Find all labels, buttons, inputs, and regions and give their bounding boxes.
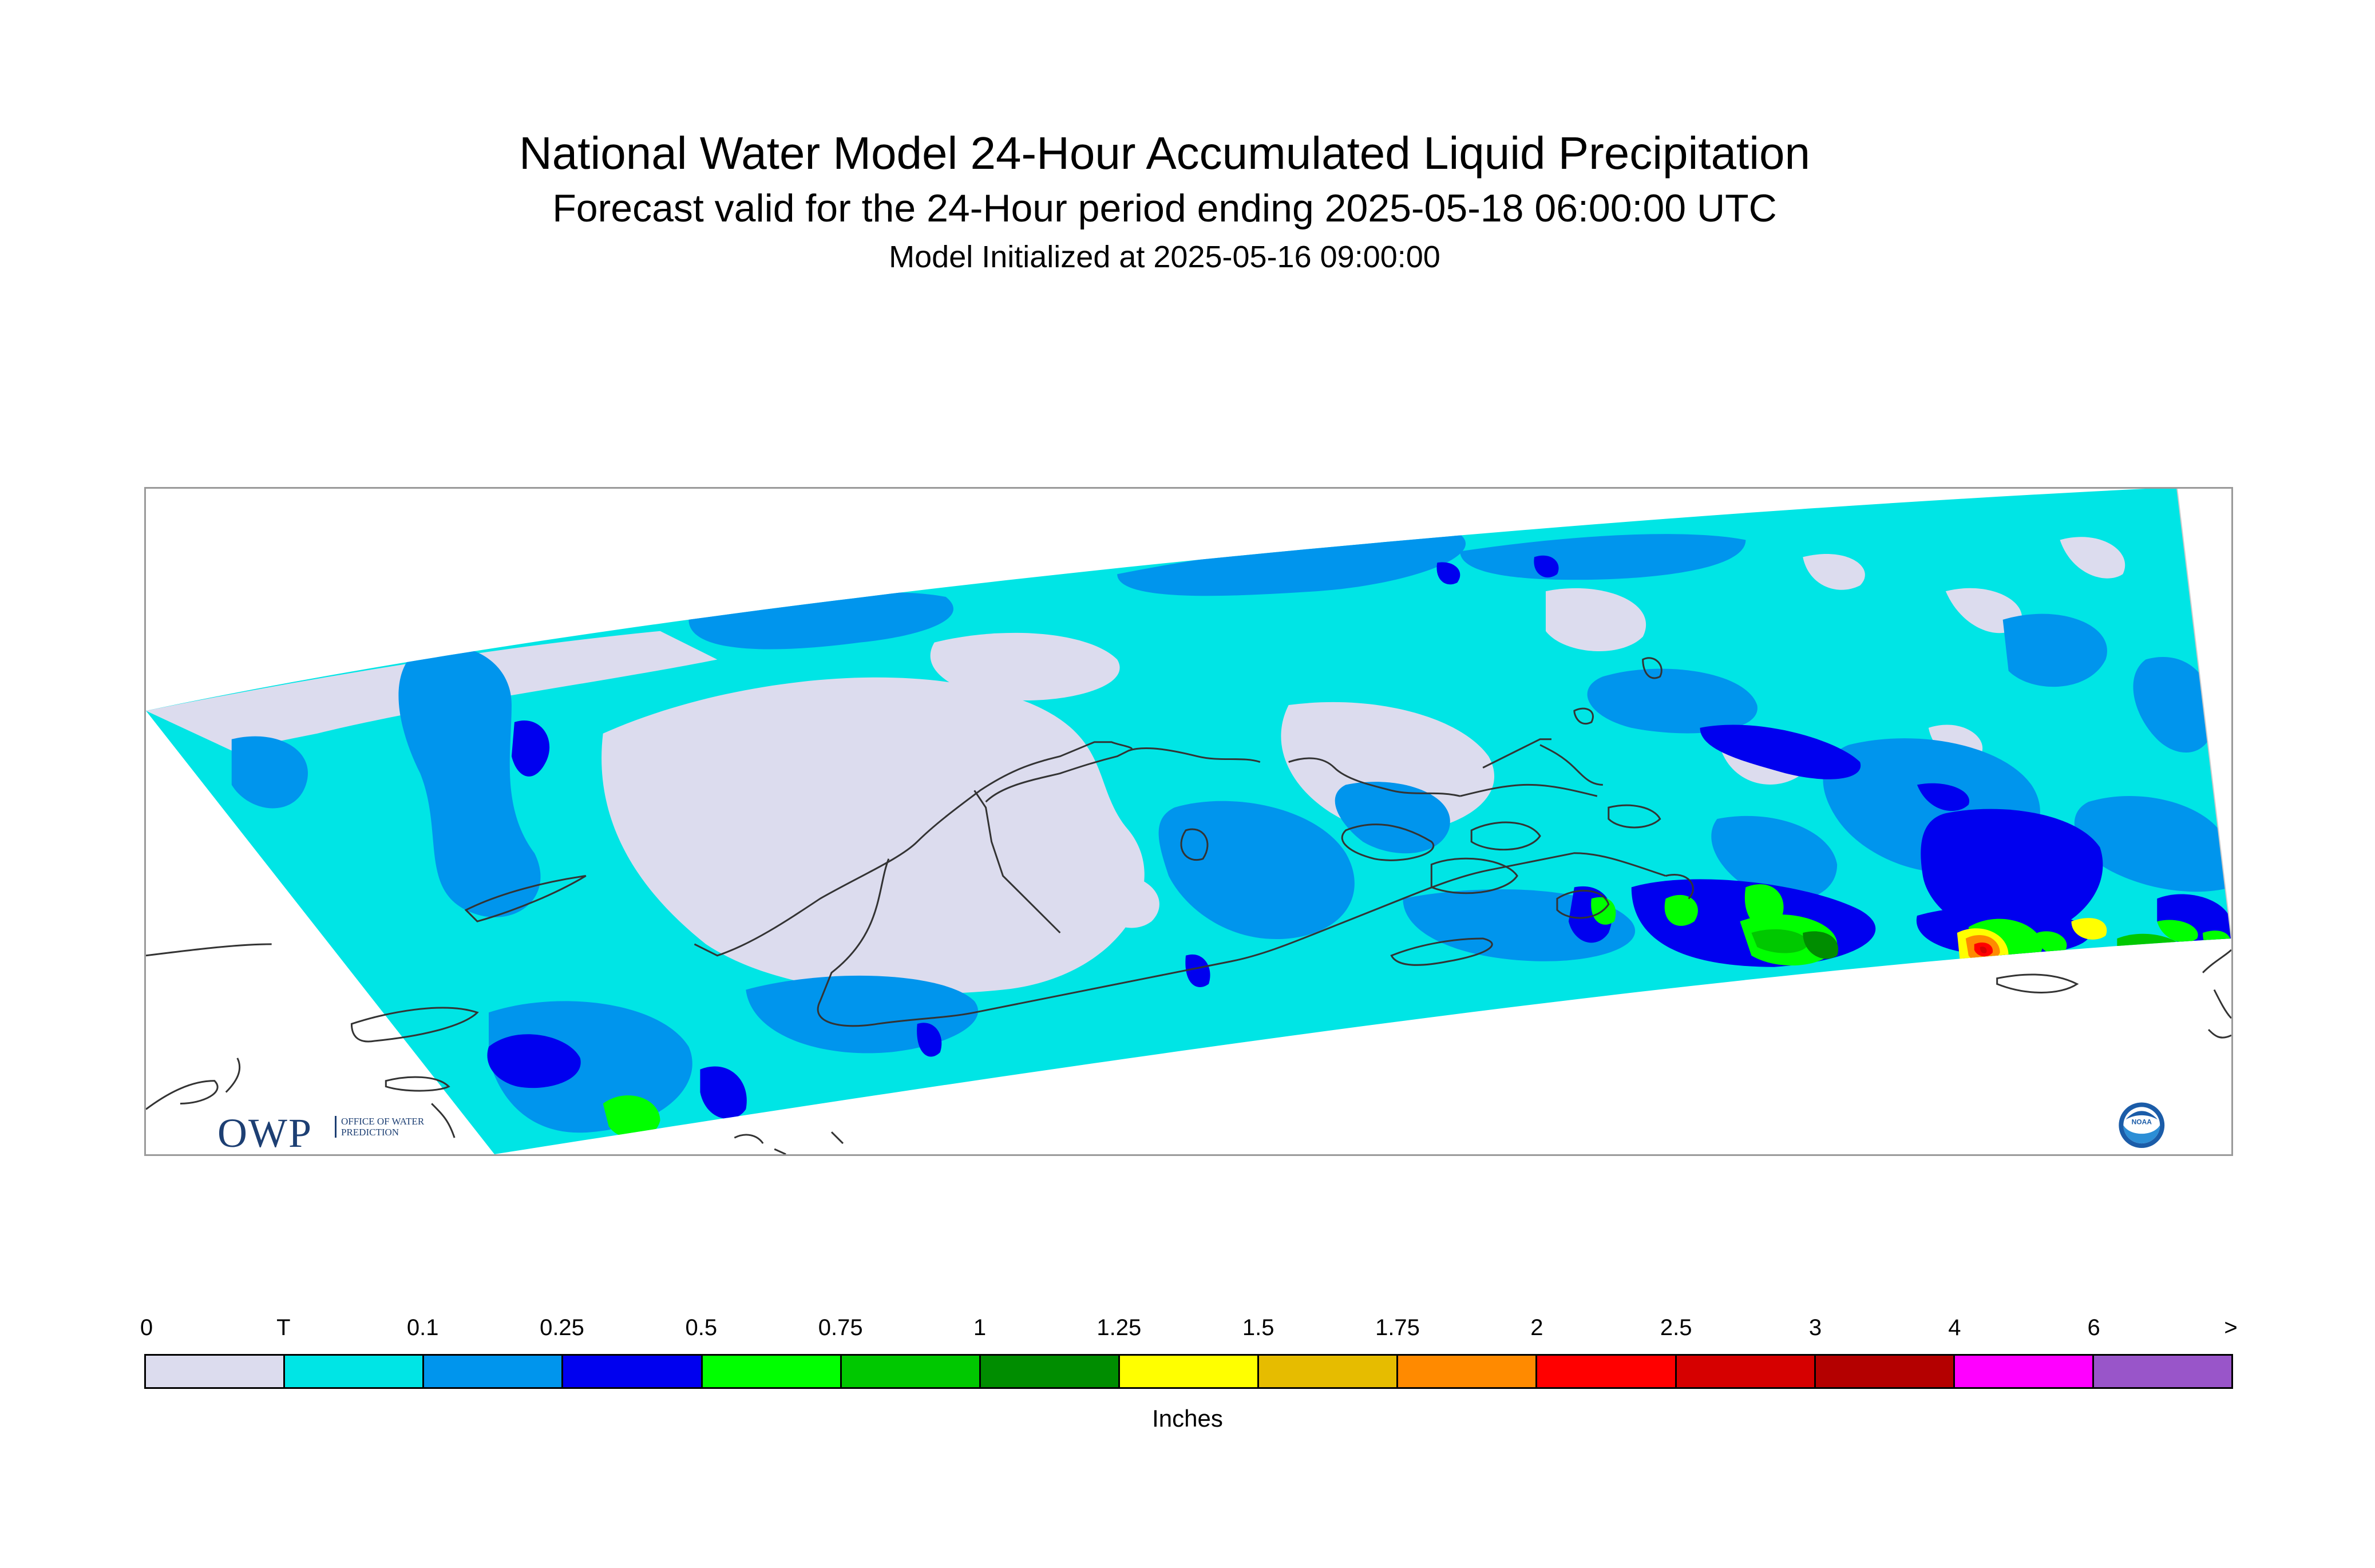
- forecast-period-subtitle: Forecast valid for the 24-Hour period en…: [552, 187, 1777, 230]
- legend-swatch: [702, 1356, 842, 1387]
- legend-swatch: [1398, 1356, 1538, 1387]
- legend-swatch: [1815, 1356, 1955, 1387]
- legend-swatch: [1259, 1356, 1399, 1387]
- coastlines: [146, 657, 2231, 1154]
- legend-swatch: [146, 1356, 286, 1387]
- owp-logo-subtext: OFFICE OF WATER PREDICTION: [335, 1116, 456, 1138]
- legend-tick-label: 2.5: [1660, 1315, 1692, 1340]
- legend-tick-label: 1.5: [1242, 1315, 1274, 1340]
- legend-swatch: [2093, 1356, 2232, 1387]
- noaa-logo-icon: NOAA: [2119, 1102, 2165, 1149]
- legend-swatch: [285, 1356, 425, 1387]
- legend-tick-label: T: [276, 1315, 291, 1340]
- legend-tick-label: 2: [1530, 1315, 1543, 1340]
- legend-swatch: [424, 1356, 564, 1387]
- legend-tick-label: 1: [973, 1315, 987, 1340]
- legend-tick-label: 1.25: [1097, 1315, 1142, 1340]
- legend-tick-label: 3: [1808, 1315, 1822, 1340]
- map-title: National Water Model 24-Hour Accumulated…: [519, 128, 1810, 179]
- owp-logo-text: OWP: [217, 1110, 312, 1156]
- legend-tick-label: 1.75: [1375, 1315, 1420, 1340]
- legend-tick-label: 0.75: [818, 1315, 863, 1340]
- map-canvas: NOAA: [146, 489, 2231, 1154]
- legend-tick-label: 0: [140, 1315, 153, 1340]
- legend-swatch: [980, 1356, 1120, 1387]
- legend-swatch: [841, 1356, 981, 1387]
- svg-text:NOAA: NOAA: [2132, 1118, 2152, 1126]
- legend-swatch: [1954, 1356, 2094, 1387]
- precipitation-map: NOAA OWP OFFICE OF WATER PREDICTION: [144, 487, 2233, 1156]
- legend-swatch: [1119, 1356, 1260, 1387]
- legend-swatch: [1537, 1356, 1677, 1387]
- model-init-subtitle: Model Initialized at 2025-05-16 09:00:00: [889, 240, 1440, 274]
- legend-tick-label: >: [2224, 1315, 2238, 1340]
- legend-tick-labels: 0 T 0.1 0.25 0.5 0.75 1 1.25 1.5 1.75 2 2.5 3 4 6 >: [140, 1315, 2238, 1349]
- legend-unit-label: Inches: [1152, 1405, 1223, 1432]
- light-precip-areas: [146, 534, 2231, 1133]
- legend-swatch: [563, 1356, 703, 1387]
- color-legend-bar: [144, 1354, 2233, 1389]
- legend-tick-label: 6: [2087, 1315, 2100, 1340]
- legend-tick-label: 0.1: [406, 1315, 439, 1340]
- legend-tick-label: 0.25: [540, 1315, 584, 1340]
- legend-tick-label: 4: [1948, 1315, 1961, 1340]
- precipitation-field: [146, 489, 2231, 1154]
- legend-swatch: [1676, 1356, 1816, 1387]
- legend-tick-label: 0.5: [685, 1315, 718, 1340]
